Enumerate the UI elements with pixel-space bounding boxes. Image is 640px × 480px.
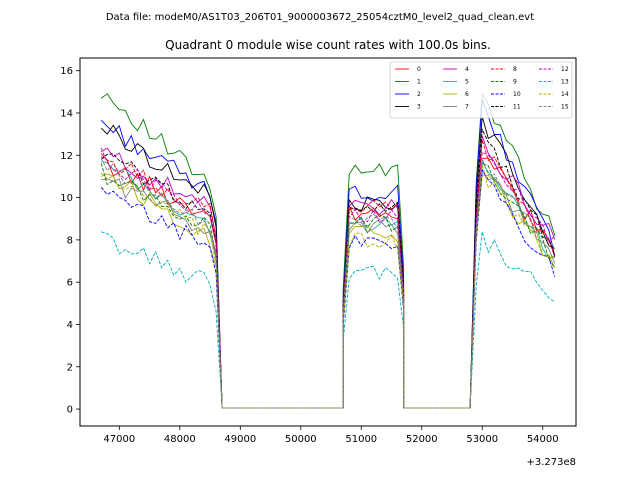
axes-frame [79,57,577,427]
legend-label: 1 [417,79,421,86]
chart-title: Quadrant 0 module wise count rates with … [165,38,491,52]
x-tick-label: 50000 [285,434,317,445]
y-axis: 0 2 4 6 8 10 12 14 16 [60,66,80,416]
plot-area: 47000 48000 49000 50000 51000 52000 53000 54000… [60,57,577,468]
legend-label: 5 [465,79,469,86]
y-tick-label: 0 [67,405,73,416]
y-tick-label: 16 [60,66,73,77]
y-tick-label: 14 [60,108,73,119]
y-tick-label: 10 [60,193,73,204]
legend-label: 2 [417,91,421,98]
figure-suptitle: Data file: modeM0/AS1T03_206T01_90000036… [106,12,534,23]
legend-label: 8 [513,66,517,73]
legend-label: 3 [417,104,421,111]
legend-label: 9 [513,79,517,86]
x-tick-label: 53000 [466,434,498,445]
x-tick-label: 49000 [224,434,256,445]
legend-label: 10 [513,91,521,98]
y-tick-label: 12 [60,151,73,162]
legend-frame [389,61,573,119]
y-tick-label: 8 [67,235,73,246]
series-line-14 [100,164,555,409]
x-tick-label: 47000 [103,434,135,445]
legend-label: 4 [465,66,469,73]
series-line-15 [100,157,556,409]
legend-label: 14 [561,91,569,98]
x-tick-label: 48000 [164,434,196,445]
x-axis: 47000 48000 49000 50000 51000 52000 53000 54000 [103,426,559,445]
y-tick-label: 2 [67,362,73,373]
x-offset-text: +3.273e8 [526,457,576,468]
legend-label: 11 [513,104,521,111]
x-tick-label: 51000 [345,434,377,445]
legend-label: 7 [465,104,469,111]
legend-label: 15 [561,104,569,111]
legend-label: 6 [465,91,469,98]
legend-label: 12 [561,66,569,73]
legend-label: 13 [561,79,569,86]
x-tick-label: 54000 [527,434,559,445]
series-layer [100,92,556,409]
legend-label: 0 [417,66,421,73]
y-tick-label: 4 [67,320,73,331]
x-tick-label: 52000 [406,434,438,445]
y-tick-label: 6 [67,278,73,289]
